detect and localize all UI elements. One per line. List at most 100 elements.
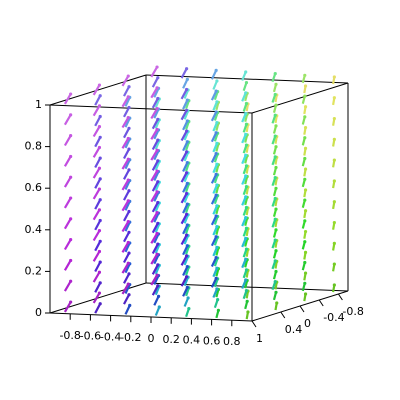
arrow-head	[215, 225, 219, 229]
field-arrow	[242, 143, 249, 154]
field-arrow	[241, 278, 248, 289]
arrow-shaft	[63, 280, 72, 292]
field-arrow	[212, 204, 219, 215]
field-arrow	[215, 308, 220, 319]
arrow-head	[185, 150, 189, 154]
field-arrow	[180, 67, 189, 79]
field-arrow	[241, 257, 248, 269]
field-arrow	[92, 145, 102, 158]
arrow-shaft	[182, 203, 189, 214]
arrow-shaft	[121, 262, 130, 274]
arrow-shaft	[124, 96, 131, 107]
arrow-head	[273, 280, 277, 284]
field-arrow	[303, 292, 308, 302]
arrow-head	[185, 275, 189, 279]
arrow-head	[69, 196, 73, 200]
arrow-shaft	[94, 219, 102, 231]
arrow-head	[127, 272, 131, 276]
arrow-head	[244, 205, 249, 210]
arrow-shaft	[124, 159, 131, 170]
arrow-head	[185, 129, 189, 133]
arrow-shaft	[123, 252, 130, 264]
arrow-head	[245, 299, 249, 303]
arrow-shaft	[121, 221, 130, 233]
arrow-head	[98, 281, 102, 285]
arrow-head	[98, 218, 102, 223]
arrow-shaft	[94, 115, 102, 127]
x-tick-label: -0.8	[59, 329, 80, 342]
arrow-shaft	[180, 234, 188, 246]
field-arrow	[151, 159, 160, 171]
field-arrow	[210, 151, 218, 163]
arrow-head	[214, 276, 218, 280]
arrow-shaft	[63, 259, 72, 271]
field-arrow	[154, 305, 161, 316]
arrow-head	[69, 258, 73, 263]
arrow-shaft	[153, 87, 160, 98]
field-arrow	[272, 186, 278, 197]
field-arrow	[271, 280, 277, 291]
field-arrow	[272, 269, 278, 280]
field-arrow	[63, 154, 73, 167]
y-tick	[280, 311, 286, 319]
x-tick-label: 0.4	[183, 334, 201, 347]
arrow-head	[215, 183, 219, 187]
arrow-head	[332, 137, 336, 141]
arrow-head	[69, 92, 73, 96]
arrow-head	[332, 158, 336, 162]
arrow-head	[97, 187, 102, 191]
arrow-head	[244, 195, 248, 199]
y-tick-label: -0.4	[323, 311, 344, 324]
field-arrow	[212, 121, 219, 132]
arrow-shaft	[92, 126, 101, 138]
arrow-head	[185, 264, 189, 269]
field-arrow	[241, 132, 248, 144]
arrow-shaft	[153, 129, 160, 140]
field-arrow	[123, 209, 131, 222]
arrow-head	[126, 116, 130, 120]
field-arrow	[94, 156, 102, 169]
arrow-head	[244, 236, 248, 240]
arrow-shaft	[63, 114, 72, 126]
field-arrow	[92, 249, 102, 262]
arrow-head	[97, 270, 102, 274]
arrow-head	[157, 305, 161, 309]
arrow-head	[303, 125, 308, 130]
field-arrow	[272, 82, 278, 93]
field-arrow	[210, 89, 218, 101]
field-arrow	[301, 73, 307, 84]
arrow-head	[215, 266, 219, 270]
field-arrow	[271, 196, 277, 207]
field-arrow	[92, 229, 102, 242]
field-arrow	[150, 127, 159, 140]
arrow-head	[332, 220, 336, 225]
arrow-head	[185, 244, 189, 248]
field-arrow	[303, 146, 308, 156]
arrow-head	[155, 65, 159, 69]
field-arrow	[332, 116, 336, 126]
arrow-head	[97, 229, 102, 233]
x-tick-label: 0	[148, 332, 155, 345]
field-arrow	[242, 164, 249, 175]
arrow-head	[185, 171, 189, 175]
field-arrow	[180, 212, 189, 225]
field-arrow	[303, 167, 308, 177]
arrow-head	[126, 95, 130, 99]
arrow-head	[246, 310, 250, 314]
field-arrow	[303, 250, 308, 260]
arrow-head	[303, 209, 308, 213]
field-arrow	[272, 290, 278, 301]
arrow-head	[273, 196, 277, 201]
arrow-head	[215, 245, 219, 249]
field-arrow	[212, 141, 219, 153]
arrow-head	[303, 219, 307, 223]
field-arrow	[241, 216, 248, 227]
arrow-head	[214, 131, 218, 135]
arrow-shaft	[121, 137, 130, 149]
arrow-shaft	[150, 191, 158, 203]
arrow-head	[274, 228, 278, 232]
field-arrow	[121, 116, 130, 129]
field-arrow	[213, 298, 220, 309]
field-arrow	[301, 156, 307, 167]
y-tick-label: 0	[304, 317, 311, 330]
